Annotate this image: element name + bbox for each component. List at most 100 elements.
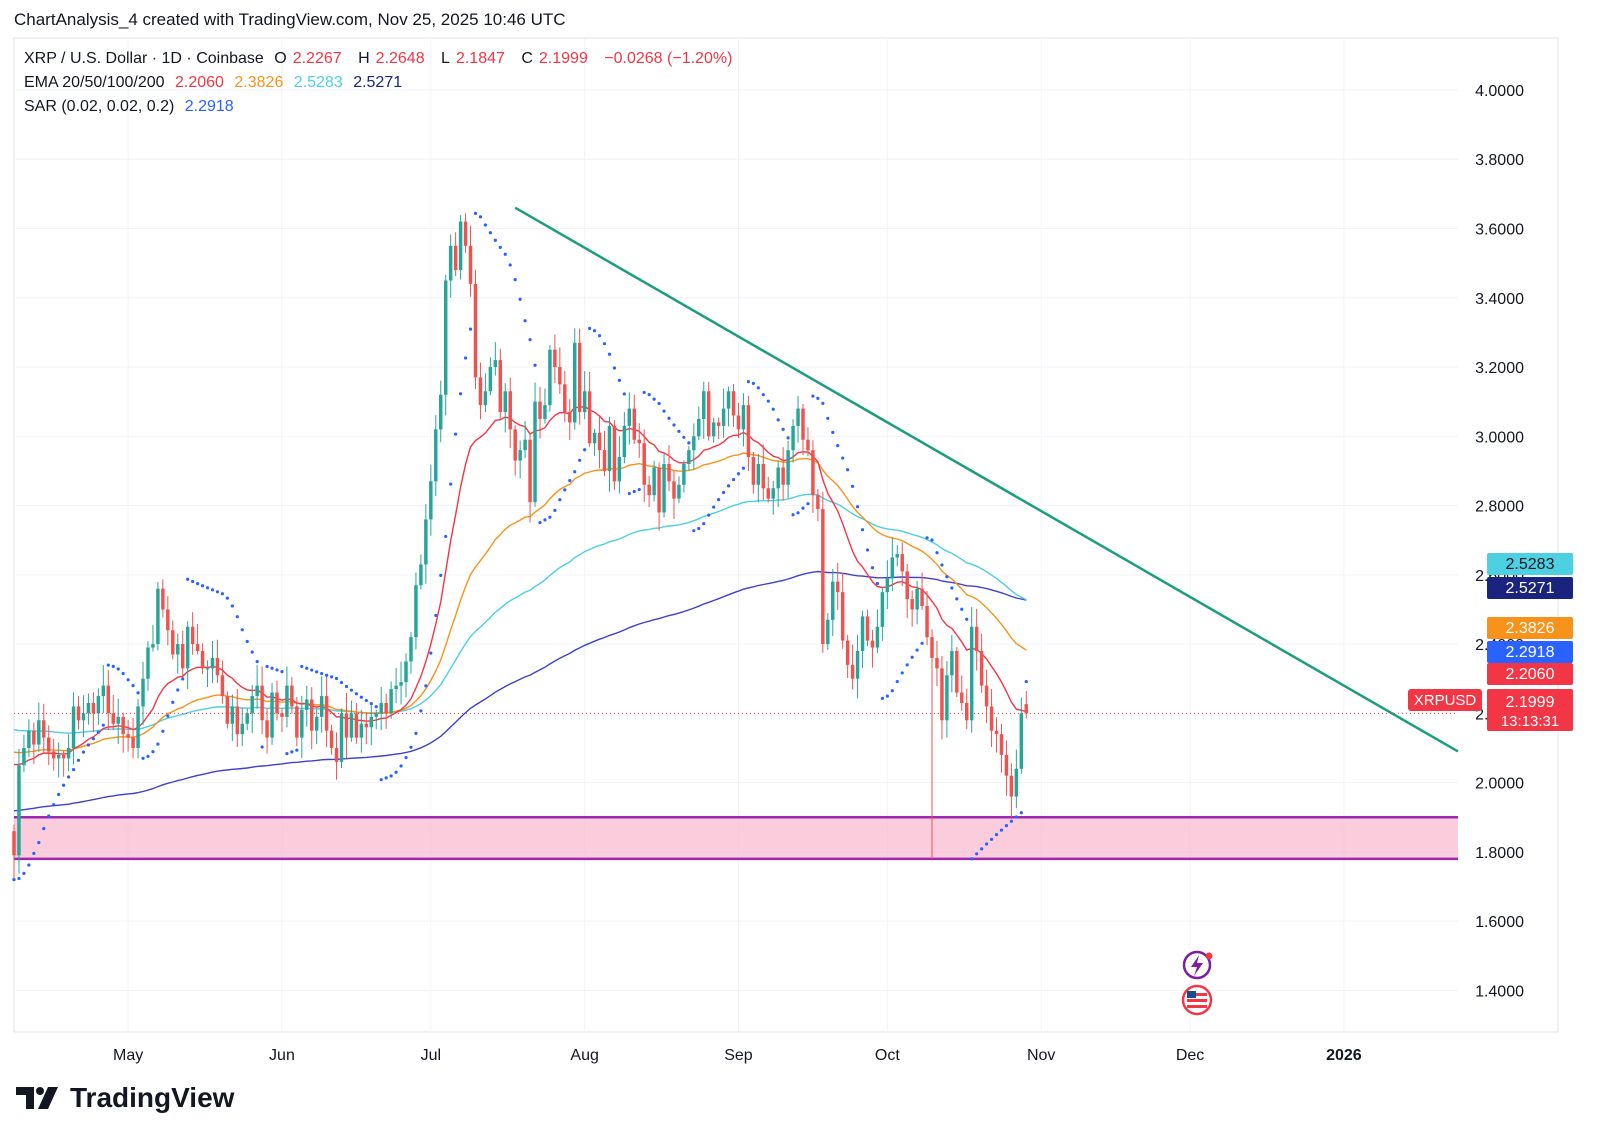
- candle[interactable]: [245, 708, 249, 731]
- candle[interactable]: [965, 688, 969, 730]
- candle[interactable]: [101, 665, 106, 713]
- candle[interactable]: [528, 432, 532, 523]
- candle[interactable]: [1024, 690, 1029, 719]
- candle[interactable]: [56, 742, 61, 778]
- candle[interactable]: [76, 696, 81, 730]
- candle[interactable]: [131, 717, 135, 759]
- candle[interactable]: [935, 640, 939, 687]
- candle[interactable]: [572, 328, 577, 430]
- candle[interactable]: [999, 723, 1004, 773]
- candle[interactable]: [27, 719, 31, 758]
- candle[interactable]: [840, 572, 845, 649]
- price-axis[interactable]: 4.0000 3.8000 3.6000 3.4000 3.2000 3.0000 2.80…: [1475, 83, 1524, 1000]
- candle[interactable]: [587, 371, 592, 447]
- candle[interactable]: [37, 702, 41, 752]
- candle[interactable]: [617, 436, 622, 494]
- candle[interactable]: [592, 428, 597, 456]
- legend-sar[interactable]: SAR (0.02, 0.02, 0.2) 2.2918: [24, 98, 240, 116]
- candle[interactable]: [468, 226, 473, 297]
- candle[interactable]: [543, 388, 547, 424]
- candle[interactable]: [697, 406, 701, 441]
- candle[interactable]: [687, 446, 691, 471]
- candle[interactable]: [404, 653, 408, 698]
- candle[interactable]: [860, 610, 865, 668]
- candle[interactable]: [17, 749, 21, 874]
- candle[interactable]: [146, 641, 150, 691]
- candle[interactable]: [548, 345, 552, 412]
- candle[interactable]: [508, 377, 512, 449]
- candle[interactable]: [915, 580, 919, 625]
- candle[interactable]: [816, 489, 820, 522]
- candle[interactable]: [81, 695, 86, 738]
- legend-symbol[interactable]: XRP / U.S. Dollar · 1D · Coinbase: [24, 50, 264, 67]
- candle[interactable]: [424, 504, 428, 584]
- candle[interactable]: [106, 669, 111, 731]
- candle[interactable]: [622, 412, 627, 464]
- descending-trendline[interactable]: [514, 206, 1459, 753]
- candle[interactable]: [910, 590, 914, 627]
- candle[interactable]: [771, 480, 775, 515]
- candle[interactable]: [111, 694, 115, 731]
- candle[interactable]: [984, 669, 989, 724]
- candle[interactable]: [478, 362, 483, 420]
- candle[interactable]: [414, 572, 418, 650]
- candle[interactable]: [156, 582, 160, 651]
- candle[interactable]: [66, 734, 71, 772]
- candle[interactable]: [677, 476, 681, 504]
- candle[interactable]: [384, 693, 388, 729]
- candle[interactable]: [835, 562, 840, 610]
- chart-icons[interactable]: [1181, 950, 1213, 1016]
- candle[interactable]: [493, 342, 498, 376]
- candle[interactable]: [781, 447, 785, 501]
- candle[interactable]: [513, 425, 517, 476]
- candle[interactable]: [260, 666, 264, 734]
- candle[interactable]: [731, 384, 736, 427]
- candle[interactable]: [955, 647, 959, 698]
- candle[interactable]: [210, 640, 215, 684]
- candle[interactable]: [870, 629, 875, 668]
- candle[interactable]: [205, 660, 210, 688]
- candle[interactable]: [786, 440, 790, 499]
- candle[interactable]: [890, 537, 895, 592]
- candle[interactable]: [473, 269, 478, 389]
- candle[interactable]: [1004, 740, 1009, 796]
- candle[interactable]: [682, 460, 686, 493]
- candle[interactable]: [285, 666, 289, 728]
- candle[interactable]: [190, 612, 195, 655]
- candle[interactable]: [463, 213, 468, 253]
- ema200-line[interactable]: [13, 570, 1027, 812]
- candle[interactable]: [925, 591, 929, 646]
- candle[interactable]: [746, 395, 751, 472]
- candle[interactable]: [12, 824, 16, 880]
- candle[interactable]: [642, 429, 646, 503]
- candle[interactable]: [334, 732, 339, 780]
- candle[interactable]: [1009, 763, 1014, 817]
- candle[interactable]: [166, 596, 170, 646]
- candle[interactable]: [875, 609, 880, 654]
- candle[interactable]: [235, 688, 240, 748]
- candle[interactable]: [577, 328, 582, 425]
- candle[interactable]: [885, 560, 890, 610]
- candle[interactable]: [359, 709, 364, 753]
- ema50-line[interactable]: [13, 452, 1027, 754]
- candle[interactable]: [702, 381, 706, 440]
- candle[interactable]: [215, 639, 220, 683]
- candle[interactable]: [161, 579, 165, 618]
- candle[interactable]: [657, 462, 661, 531]
- candle[interactable]: [667, 445, 671, 492]
- candle[interactable]: [250, 685, 254, 734]
- candle[interactable]: [126, 719, 130, 752]
- candle[interactable]: [240, 707, 244, 747]
- candle[interactable]: [756, 453, 761, 503]
- candle[interactable]: [736, 402, 741, 439]
- candle[interactable]: [498, 348, 503, 419]
- candle[interactable]: [121, 712, 125, 753]
- candle[interactable]: [46, 725, 51, 766]
- candle[interactable]: [582, 371, 587, 420]
- candle[interactable]: [969, 607, 974, 733]
- candle[interactable]: [612, 419, 617, 490]
- candle[interactable]: [994, 717, 999, 753]
- candle[interactable]: [180, 630, 185, 679]
- candle[interactable]: [533, 382, 537, 507]
